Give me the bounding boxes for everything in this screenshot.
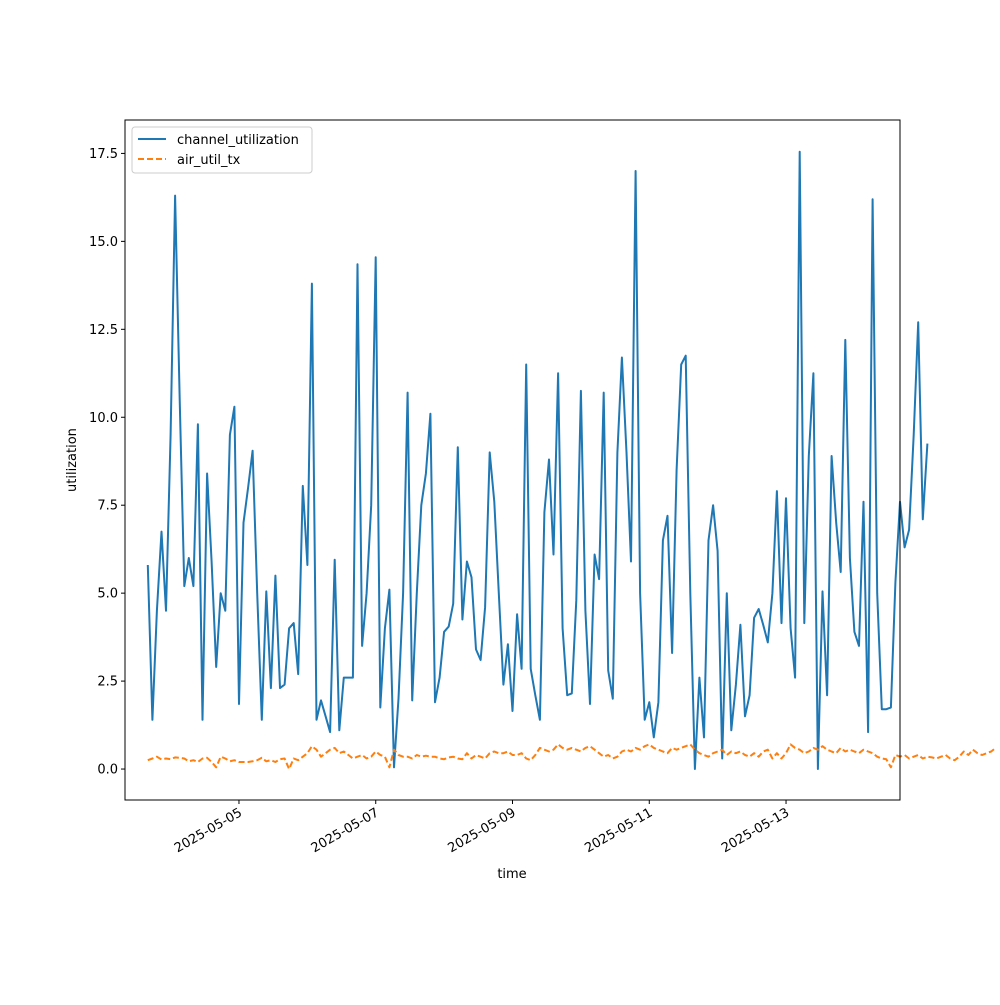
series-line-air-util-tx xyxy=(147,743,997,770)
x-axis-label: time xyxy=(497,867,526,882)
y-axis-ticks: 0.0 2.5 5.0 7.5 10.0 12.5 15.0 17.5 xyxy=(89,147,125,778)
y-tick-label: 5.0 xyxy=(97,587,118,602)
y-tick-label: 7.5 xyxy=(97,499,118,514)
y-tick-label: 10.0 xyxy=(89,411,118,426)
plot-lines xyxy=(146,150,997,770)
y-tick-label: 17.5 xyxy=(89,147,118,162)
series-line-channel-utilization xyxy=(146,150,929,770)
y-tick-label: 2.5 xyxy=(97,675,118,690)
legend-box xyxy=(131,126,313,174)
y-tick-label: 0.0 xyxy=(97,763,118,778)
legend-label-air-util-tx: air_util_tx xyxy=(177,153,241,168)
legend: channel_utilization air_util_tx xyxy=(131,126,313,174)
y-axis-label: utilization xyxy=(65,428,80,492)
y-tick-label: 12.5 xyxy=(89,323,118,338)
y-tick-label: 15.0 xyxy=(89,235,118,250)
legend-label-channel-utilization: channel_utilization xyxy=(177,133,299,148)
